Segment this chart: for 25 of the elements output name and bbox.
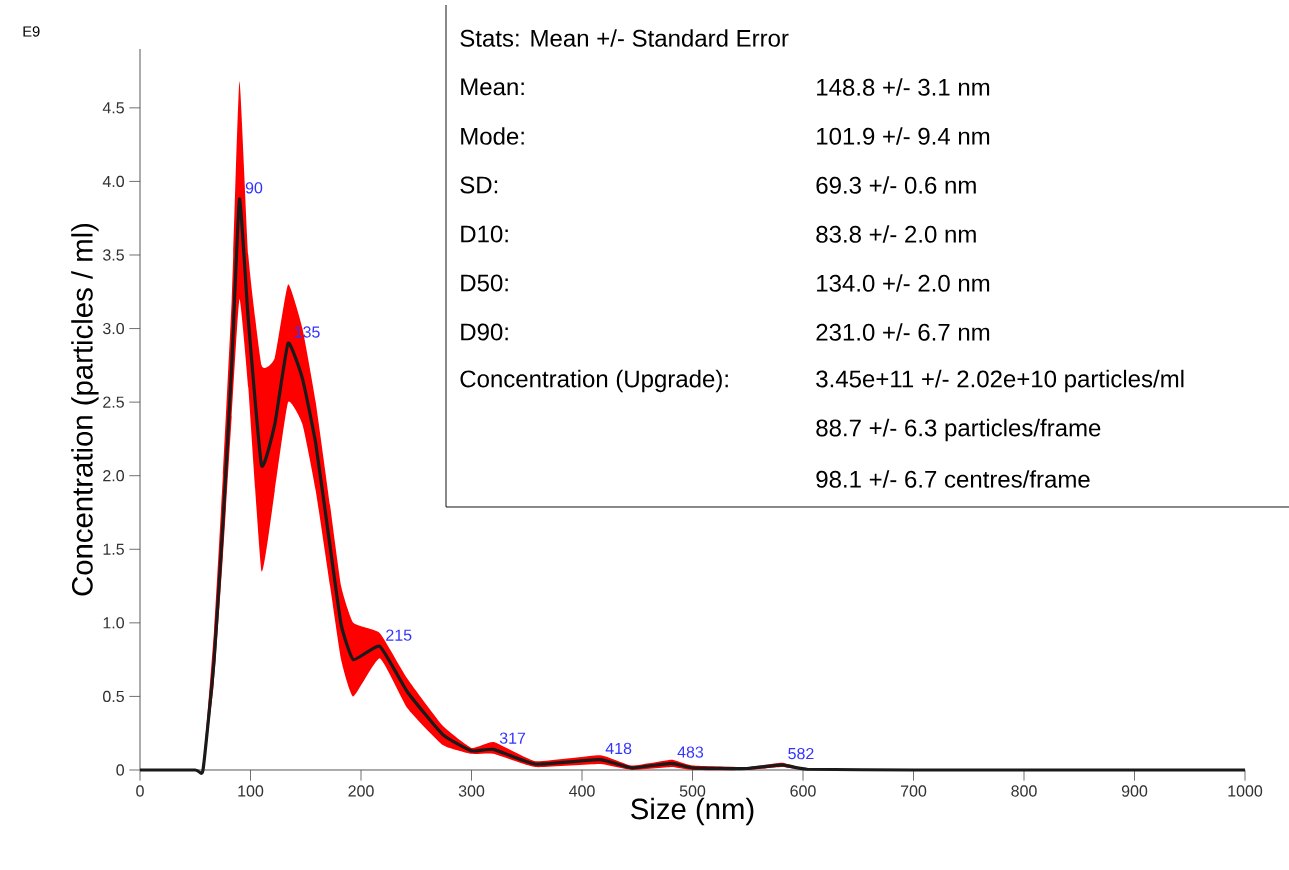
y-tick-label: 0.5	[103, 690, 124, 703]
x-tick-label: 600	[790, 785, 816, 797]
x-tick-label: 300	[458, 785, 485, 797]
x-tick-label: 700	[900, 785, 927, 797]
x-tick-label: 1000	[1228, 785, 1263, 797]
y-tick-label: 4.0	[102, 175, 125, 188]
y-tick-label: 0	[116, 764, 125, 776]
y-axis-title: Concentration (particles / ml)	[71, 223, 99, 596]
y-tick-label: 4.5	[102, 102, 124, 114]
x-tick-label: 400	[569, 785, 595, 797]
x-tick-label: 0	[136, 785, 144, 797]
x-tick-label: 900	[1121, 785, 1148, 797]
x-tick-label: 500	[679, 785, 706, 797]
y-tick-label: 2.5	[103, 396, 124, 408]
y-tick-label: 1.0	[103, 617, 125, 629]
x-axis-title: Size (nm)	[631, 797, 754, 826]
x-tick-label: 800	[1011, 785, 1037, 797]
y-tick-label: 2.0	[103, 470, 125, 482]
y-tick-label: 1.5	[103, 543, 124, 555]
x-tick-label: 200	[348, 785, 374, 797]
x-tick-label: 100	[238, 785, 264, 797]
text: E9	[23, 26, 40, 37]
y-tick-label: 3.0	[103, 322, 125, 335]
text: Stats: Mean +/- Standard Error	[460, 29, 789, 47]
y-tick-label: 3.5	[103, 249, 124, 261]
